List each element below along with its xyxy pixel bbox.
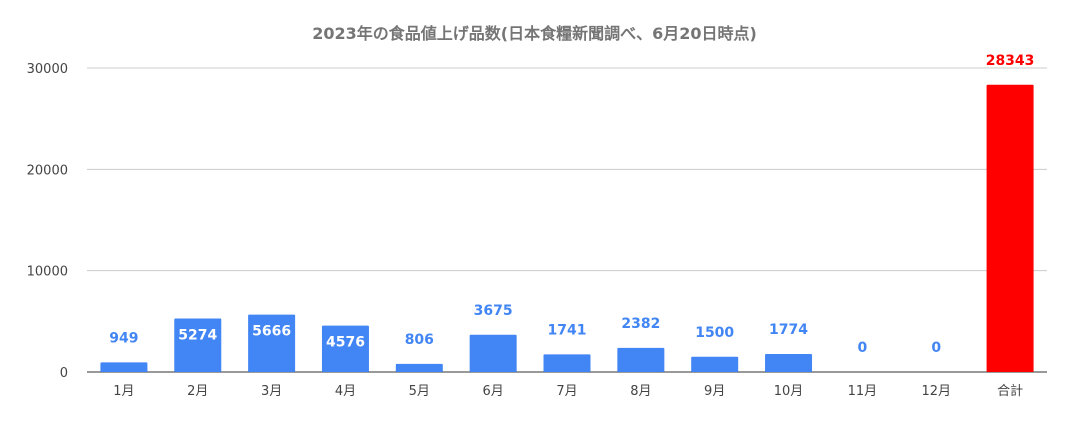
y-tick-label: 10000 xyxy=(27,265,68,280)
data-label: 5274 xyxy=(178,328,217,344)
x-tick-label: 9月 xyxy=(704,384,725,399)
x-tick-label: 1月 xyxy=(113,384,134,399)
x-tick-label: 7月 xyxy=(556,384,577,399)
y-tick-label: 20000 xyxy=(27,163,68,178)
y-tick-label: 0 xyxy=(60,366,68,381)
data-label: 2382 xyxy=(621,316,660,332)
bar xyxy=(543,354,591,372)
data-label: 0 xyxy=(858,340,868,356)
bar xyxy=(765,354,813,372)
bar xyxy=(469,334,517,372)
bar xyxy=(395,363,443,372)
bar xyxy=(174,318,222,372)
data-label: 806 xyxy=(405,332,434,348)
x-tick-label: 合計 xyxy=(997,383,1023,399)
x-tick-label: 3月 xyxy=(261,384,282,399)
data-label: 5666 xyxy=(252,324,291,340)
x-tick-label: 12月 xyxy=(921,384,951,399)
x-tick-label: 4月 xyxy=(335,384,356,399)
x-tick-label: 5月 xyxy=(409,384,430,399)
data-label: 1774 xyxy=(769,322,808,338)
data-label: 1741 xyxy=(548,322,587,338)
bar xyxy=(691,356,739,372)
x-tick-label: 11月 xyxy=(848,384,878,399)
x-tick-label: 8月 xyxy=(630,384,651,399)
data-label: 1500 xyxy=(695,325,734,341)
bar xyxy=(100,362,148,372)
x-tick-label: 6月 xyxy=(483,384,504,399)
data-label: 0 xyxy=(931,340,941,356)
bar xyxy=(248,314,296,372)
data-label: 4576 xyxy=(326,335,365,351)
bar xyxy=(617,347,665,372)
x-tick-label: 10月 xyxy=(774,384,804,399)
x-tick-label: 2月 xyxy=(187,384,208,399)
y-tick-label: 30000 xyxy=(27,62,68,77)
bar xyxy=(321,325,369,372)
chart-title: 2023年の食品値上げ品数(日本食糧新聞調べ、6月20日時点) xyxy=(312,24,757,43)
total-bar xyxy=(986,84,1034,373)
data-label: 949 xyxy=(109,330,138,346)
data-label: 28343 xyxy=(986,53,1035,69)
data-label: 3675 xyxy=(474,303,513,319)
